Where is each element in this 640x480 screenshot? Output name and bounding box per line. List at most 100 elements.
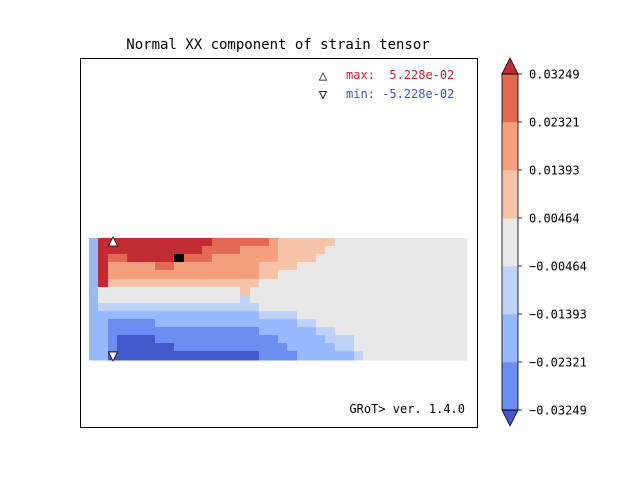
field-cell bbox=[354, 279, 364, 288]
field-cell bbox=[98, 254, 109, 263]
field-cell bbox=[193, 246, 203, 255]
field-cell bbox=[127, 246, 137, 255]
field-cell bbox=[240, 246, 251, 255]
field-cell bbox=[174, 262, 185, 271]
field-cell bbox=[448, 303, 459, 312]
field-cell bbox=[221, 279, 232, 288]
field-cell bbox=[278, 238, 288, 247]
field-cell bbox=[108, 319, 118, 328]
field-cell bbox=[297, 311, 307, 320]
field-cell bbox=[174, 327, 185, 336]
field-cell bbox=[231, 351, 241, 361]
colorbar-band bbox=[502, 169, 518, 219]
field-cell bbox=[410, 335, 421, 344]
field-cell bbox=[108, 262, 118, 271]
field-cell bbox=[316, 287, 326, 296]
field-cell bbox=[325, 238, 336, 247]
field-cell bbox=[259, 335, 270, 344]
field-cell bbox=[410, 327, 421, 336]
field-cell bbox=[306, 254, 317, 263]
field-cell bbox=[193, 254, 203, 263]
field-cell bbox=[363, 279, 374, 288]
field-cell bbox=[297, 246, 307, 255]
field-cell bbox=[165, 295, 175, 304]
field-cell bbox=[325, 319, 336, 328]
field-cell bbox=[429, 327, 440, 336]
field-cell bbox=[250, 327, 260, 336]
field-cell bbox=[184, 343, 194, 352]
field-cell bbox=[287, 262, 298, 271]
field-cell bbox=[231, 335, 241, 344]
colorbar-tick-label: −0.03249 bbox=[529, 404, 587, 418]
field-cell bbox=[184, 254, 194, 263]
field-cell bbox=[127, 303, 137, 312]
field-cell bbox=[278, 319, 288, 328]
field-cell bbox=[240, 303, 251, 312]
field-cell bbox=[335, 238, 345, 247]
field-cell bbox=[165, 351, 175, 361]
field-cell bbox=[373, 238, 383, 247]
field-cell bbox=[136, 246, 147, 255]
field-cell bbox=[259, 295, 270, 304]
field-cell bbox=[439, 270, 449, 280]
field-cell bbox=[316, 295, 326, 304]
field-cell bbox=[212, 262, 222, 271]
field-cell bbox=[117, 335, 128, 344]
field-cell bbox=[410, 311, 421, 320]
field-cell bbox=[240, 279, 251, 288]
field-cell bbox=[231, 343, 241, 352]
field-cell bbox=[382, 319, 392, 328]
field-cell bbox=[89, 327, 99, 336]
field-cell bbox=[259, 270, 270, 280]
field-cell bbox=[373, 343, 383, 352]
field-cell bbox=[221, 303, 232, 312]
field-cell bbox=[401, 343, 411, 352]
field-cell bbox=[429, 319, 440, 328]
field-cell bbox=[193, 343, 203, 352]
field-cell bbox=[259, 319, 270, 328]
field-cell bbox=[420, 303, 430, 312]
field-cell bbox=[98, 335, 109, 344]
field-cell bbox=[89, 238, 99, 247]
field-cell bbox=[117, 238, 128, 247]
field-cell bbox=[231, 319, 241, 328]
field-cell bbox=[117, 303, 128, 312]
colorbar-band bbox=[502, 362, 518, 411]
field-cell bbox=[448, 351, 459, 361]
field-cell bbox=[458, 287, 468, 296]
field-cell bbox=[136, 295, 147, 304]
field-cell bbox=[165, 327, 175, 336]
field-cell bbox=[401, 246, 411, 255]
field-cell bbox=[250, 303, 260, 312]
field-cell bbox=[184, 303, 194, 312]
field-cell bbox=[429, 270, 440, 280]
max-marker: △ bbox=[319, 68, 328, 84]
field-cell bbox=[439, 327, 449, 336]
field-cell bbox=[297, 335, 307, 344]
field-cell bbox=[202, 319, 213, 328]
field-cell bbox=[344, 351, 355, 361]
field-cell bbox=[325, 279, 336, 288]
field-cell bbox=[448, 287, 459, 296]
field-cell bbox=[401, 327, 411, 336]
field-cell bbox=[127, 319, 137, 328]
field-cell bbox=[363, 287, 374, 296]
colorbar-tick-label: 0.02321 bbox=[529, 115, 580, 129]
field-cell bbox=[458, 303, 468, 312]
field-cell bbox=[354, 238, 364, 247]
field-cell bbox=[373, 287, 383, 296]
field-cell bbox=[344, 311, 355, 320]
field-cell bbox=[98, 303, 109, 312]
field-cell bbox=[146, 262, 156, 271]
field-cell bbox=[117, 262, 128, 271]
field-cell bbox=[259, 254, 270, 263]
field-cell bbox=[316, 311, 326, 320]
field-cell bbox=[420, 311, 430, 320]
field-cell bbox=[373, 311, 383, 320]
field-cell bbox=[429, 343, 440, 352]
field-cell bbox=[259, 262, 270, 271]
field-cell bbox=[174, 254, 185, 263]
field-cell bbox=[146, 303, 156, 312]
field-cell bbox=[231, 287, 241, 296]
field-cell bbox=[250, 287, 260, 296]
